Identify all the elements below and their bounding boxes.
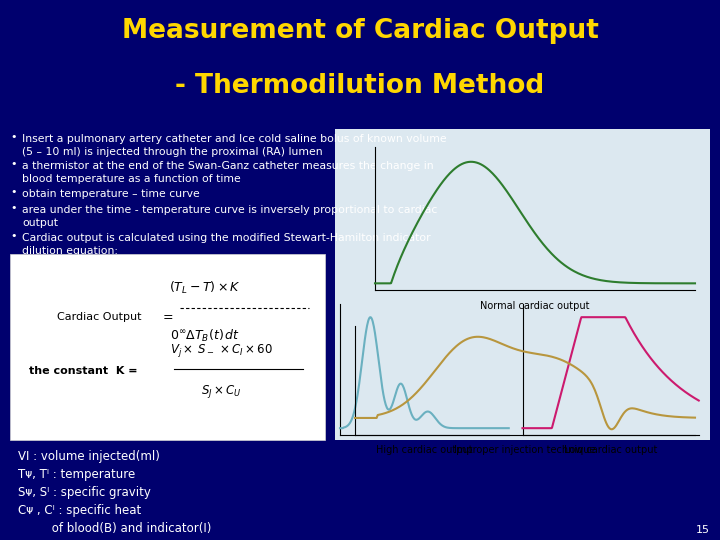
Text: (5 – 10 ml) is injected through the proximal (RA) lumen: (5 – 10 ml) is injected through the prox… — [22, 147, 323, 157]
Text: •: • — [10, 132, 17, 142]
Text: Low cardiac output: Low cardiac output — [564, 445, 657, 455]
Text: •: • — [10, 187, 17, 197]
Text: Sᴪ, Sᴵ : specific gravity: Sᴪ, Sᴵ : specific gravity — [18, 486, 151, 499]
Text: area under the time - temperature curve is inversely proportional to cardiac: area under the time - temperature curve … — [22, 205, 437, 215]
Text: obtain temperature – time curve: obtain temperature – time curve — [22, 189, 199, 199]
Text: •: • — [10, 231, 17, 241]
Text: $S_J \times C_U$: $S_J \times C_U$ — [201, 383, 241, 400]
Bar — [335, 129, 710, 440]
Text: Cardiac output is calculated using the modified Stewart-Hamilton indicator: Cardiac output is calculated using the m… — [22, 233, 431, 243]
Text: High cardiac output: High cardiac output — [376, 445, 473, 455]
Text: VI : volume injected(ml): VI : volume injected(ml) — [18, 450, 160, 463]
Text: Measurement of Cardiac Output: Measurement of Cardiac Output — [122, 18, 598, 44]
Text: Tᴪ, Tᴵ : temperature: Tᴪ, Tᴵ : temperature — [18, 468, 135, 481]
Text: $(T_L - T) \times K$: $(T_L - T) \times K$ — [169, 280, 241, 295]
Text: $V_j \times\, S_-\, \times C_I \times 60$: $V_j \times\, S_-\, \times C_I \times 60… — [170, 342, 272, 359]
Text: $0^{\infty} \Delta T_B(t)\, dt$: $0^{\infty} \Delta T_B(t)\, dt$ — [170, 328, 240, 344]
Text: Cardiac Output: Cardiac Output — [58, 312, 142, 322]
Text: - Thermodilution Method: - Thermodilution Method — [176, 73, 544, 99]
Text: •: • — [10, 159, 17, 169]
Text: •: • — [10, 203, 17, 213]
Text: =: = — [162, 310, 173, 324]
Text: 15: 15 — [696, 525, 710, 535]
Text: a thermistor at the end of the Swan-Ganz catheter measures the change in: a thermistor at the end of the Swan-Ganz… — [22, 161, 433, 171]
Text: Normal cardiac output: Normal cardiac output — [480, 301, 590, 310]
Text: blood temperature as a function of time: blood temperature as a function of time — [22, 174, 240, 184]
Text: Insert a pulmonary artery catheter and Ice cold saline bolus of known volume: Insert a pulmonary artery catheter and I… — [22, 134, 446, 144]
Text: Improper injection technique: Improper injection technique — [454, 445, 595, 455]
Text: output: output — [22, 218, 58, 228]
Text: of blood(B) and indicator(I): of blood(B) and indicator(I) — [18, 522, 212, 535]
Bar — [10, 254, 325, 440]
Text: Cᴪ , Cᴵ : specific heat: Cᴪ , Cᴵ : specific heat — [18, 504, 141, 517]
Text: dilution equation:: dilution equation: — [22, 246, 118, 256]
Text: the constant  K =: the constant K = — [29, 366, 138, 376]
